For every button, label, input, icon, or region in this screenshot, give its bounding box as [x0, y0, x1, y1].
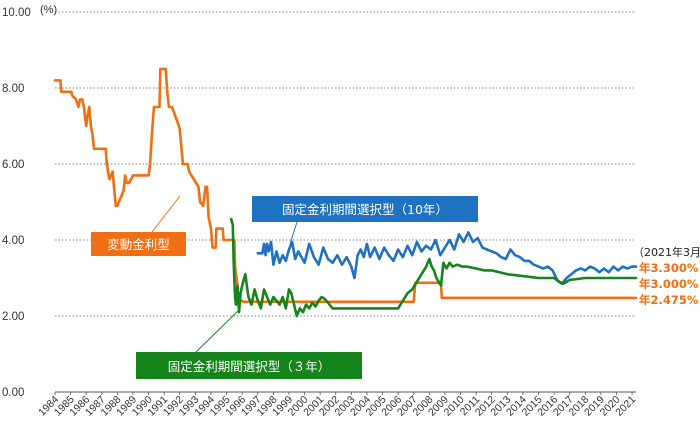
fixed3-label: 固定金利期間選択型（３年）	[168, 359, 331, 374]
end-label-fixed3: 年3.000%	[639, 277, 699, 291]
date-note: （2021年3月）	[633, 245, 700, 259]
fixed3-label-box	[136, 352, 362, 379]
series-group	[53, 67, 638, 318]
x-tick-labels: 1984198519861987198819891990199119921993…	[36, 394, 638, 419]
end-label-fixed10: 年3.300%	[639, 261, 699, 275]
y-tick-label-5: 10.00	[2, 7, 31, 19]
end-label-variable: 年2.475%	[639, 293, 699, 307]
fixed-10y-line	[256, 231, 638, 286]
unit-label: (%)	[40, 4, 57, 16]
fixed10-label-box	[252, 196, 478, 222]
y-tick-label-4: 8.00	[2, 83, 24, 95]
variable-pointer-line	[151, 195, 181, 233]
variable-label-box	[91, 232, 186, 256]
fixed3-pointer-line	[195, 310, 239, 353]
y-tick-label-2: 4.00	[2, 235, 24, 247]
y-tick-label-1: 2.00	[2, 311, 24, 323]
fixed10-pointer-line	[289, 221, 298, 245]
y-tick-labels: 0.00 2.00 4.00 6.00 8.00 10.00	[2, 7, 31, 399]
y-tick-label-0: 0.00	[2, 387, 24, 399]
fixed-3y-line	[229, 217, 638, 318]
variable-rate-line	[53, 67, 638, 304]
fixed10-label: 固定金利期間選択型（10年）	[282, 202, 448, 217]
y-tick-label-3: 6.00	[2, 159, 24, 171]
variable-label: 変動金利型	[107, 237, 170, 252]
